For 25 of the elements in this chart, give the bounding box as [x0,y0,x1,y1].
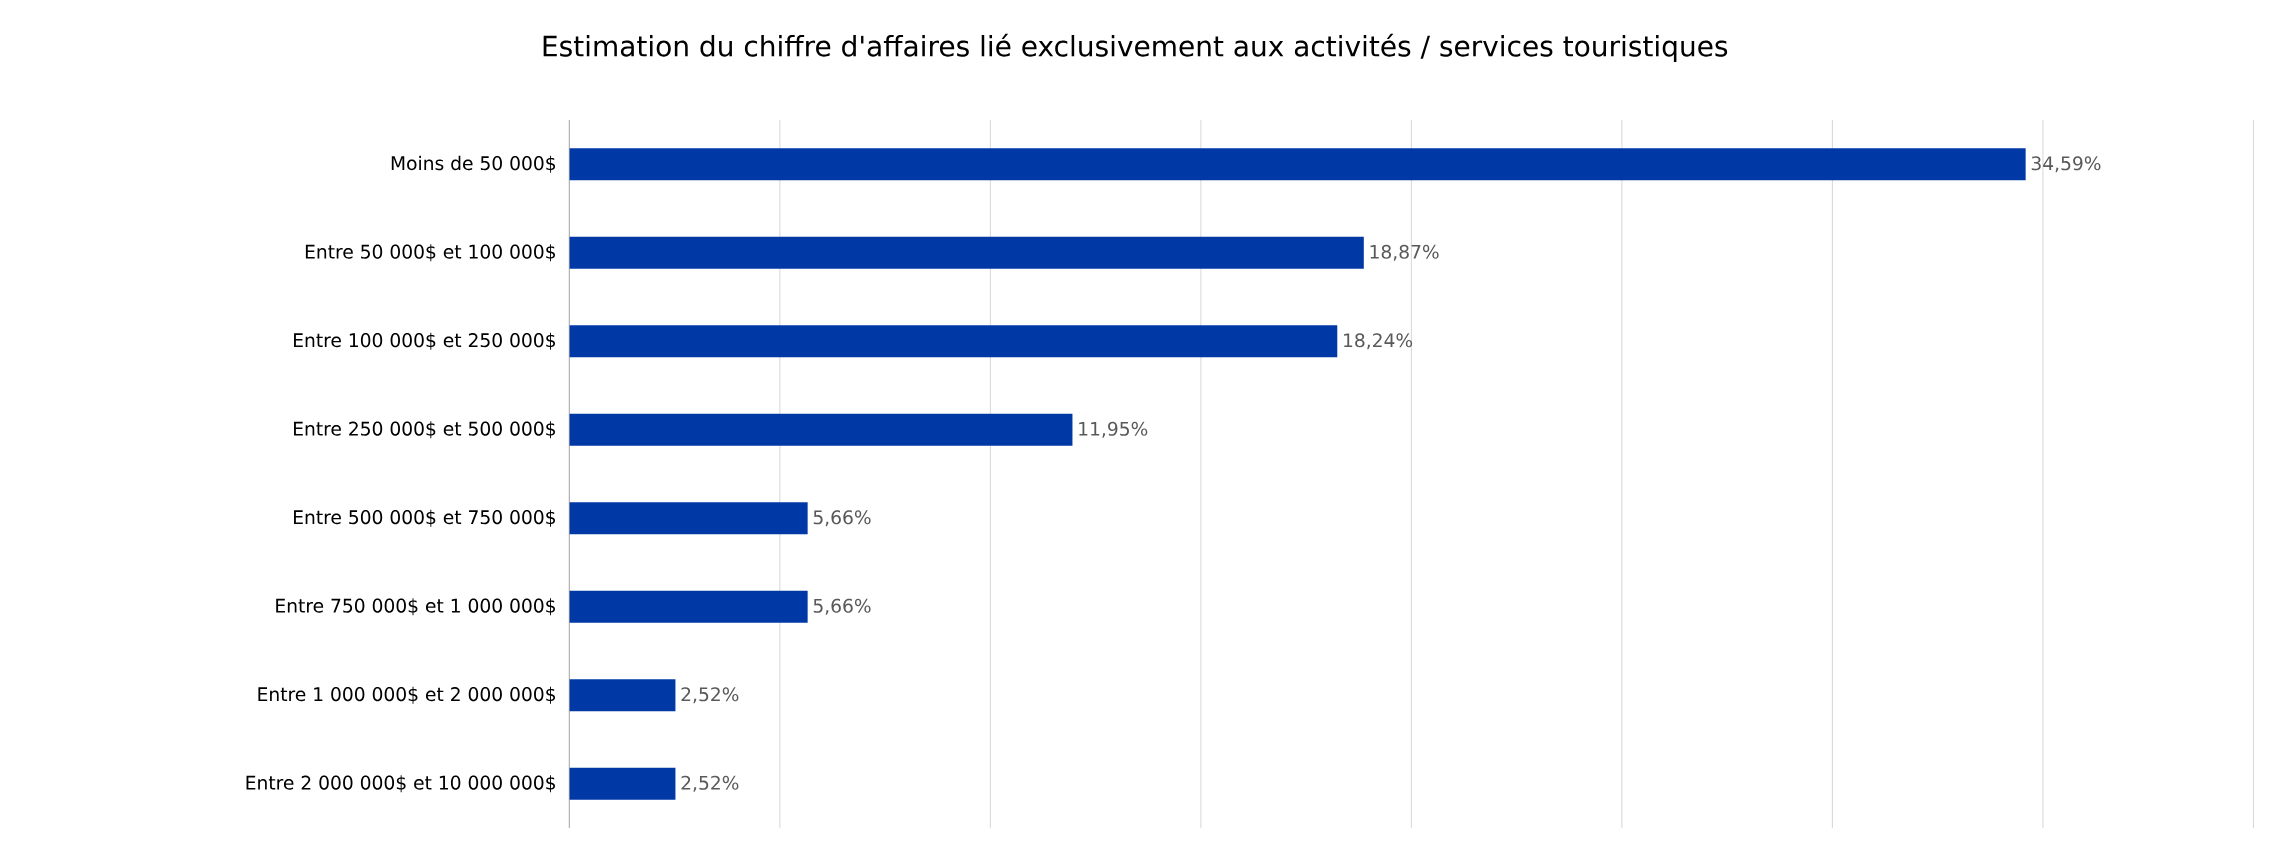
bar [569,502,808,535]
data-label: 2,52% [681,775,739,792]
data-label: 2,52% [681,687,739,704]
data-label: 11,95% [1079,421,1148,438]
y-tick-label: Entre 1 000 000$ et 2 000 000$ [258,686,556,704]
y-tick-label: Entre 250 000$ et 500 000$ [294,421,556,439]
y-tick-label: Entre 2 000 000$ et 10 000 000$ [246,775,555,793]
bar [569,767,676,800]
chart-title: Estimation du chiffre d'affaires lié exclusivement aux activités / services touristiques [543,33,1728,63]
bar [569,148,2026,181]
y-tick-label: Moins de 50 000$ [391,155,556,173]
data-label: 34,59% [2031,156,2101,173]
y-tick-label: Entre 500 000$ et 750 000$ [294,509,556,527]
data-label: 5,66% [813,598,871,615]
y-tick-label: Entre 750 000$ et 1 000 000$ [276,598,556,616]
y-tick-label: Entre 100 000$ et 250 000$ [294,332,556,350]
y-tick-label: Entre 50 000$ et 100 000$ [305,244,556,262]
bar [569,325,1338,358]
data-label: 18,87% [1370,244,1439,261]
bar [569,236,1364,269]
bar [569,590,808,623]
data-label: 5,66% [813,510,871,527]
bar [569,413,1073,446]
bar [569,679,676,712]
data-label: 18,24% [1344,333,1413,350]
